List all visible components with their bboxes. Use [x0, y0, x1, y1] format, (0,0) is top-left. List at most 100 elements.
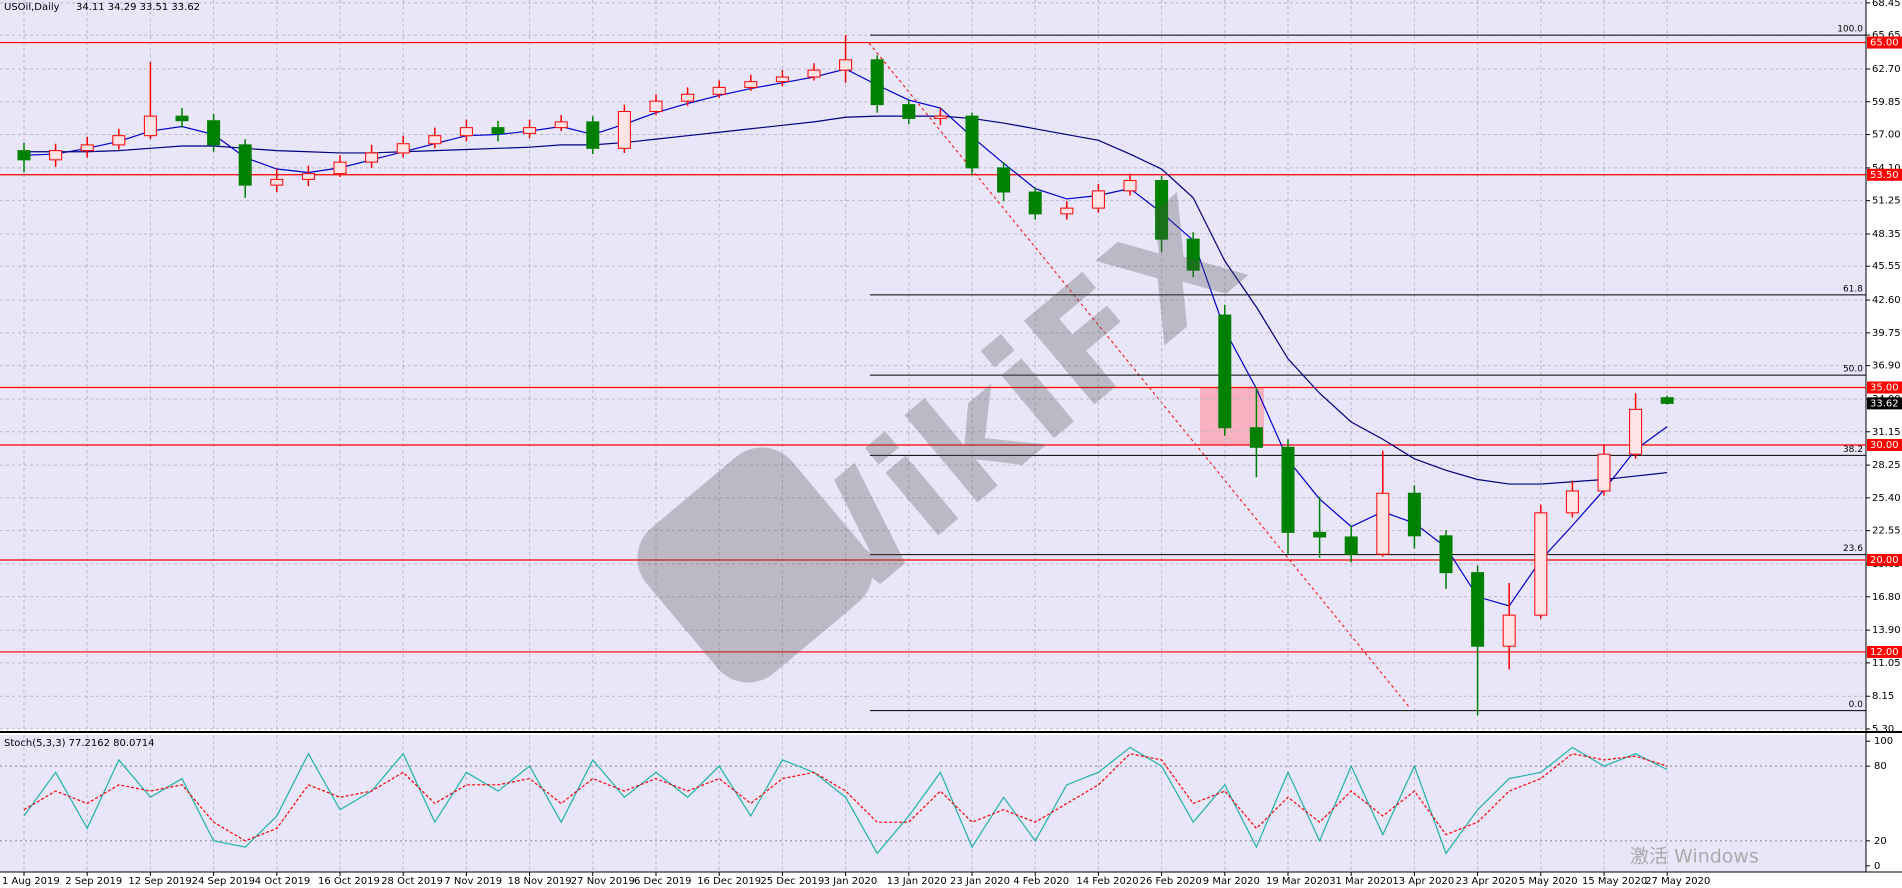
y-tick-label: 31.15	[1872, 427, 1901, 438]
candle-body	[333, 161, 347, 175]
candle-body	[997, 167, 1011, 193]
candle-body	[459, 127, 473, 137]
level-tag	[1867, 553, 1902, 566]
candle-body	[1565, 490, 1579, 514]
x-tick-label: 9 Mar 2020	[1203, 876, 1260, 887]
candle-body	[1534, 512, 1548, 616]
x-tick-label: 5 May 2020	[1519, 876, 1578, 887]
fib-label: 0.0	[1849, 700, 1864, 710]
candle-body	[1155, 180, 1169, 240]
chart-subtitle: 34.11 34.29 33.51 33.62	[76, 2, 200, 13]
x-tick-label: 18 Nov 2019	[508, 876, 572, 887]
last-price-label: 33.62	[1870, 398, 1899, 409]
x-tick-label: 16 Oct 2019	[318, 876, 380, 887]
fib-label: 23.6	[1843, 544, 1863, 554]
candle-body	[1629, 408, 1643, 455]
y-tick-label: 25.40	[1872, 493, 1901, 504]
stoch-title: Stoch(5,3,3) 77.2162 80.0714	[4, 738, 155, 749]
y-tick-label: 57.00	[1872, 130, 1901, 141]
y-tick-label: 5.30	[1872, 724, 1894, 735]
y-tick-label: 13.90	[1872, 625, 1901, 636]
level-label: 12.00	[1870, 647, 1899, 658]
y-tick-label: 8.15	[1872, 691, 1894, 702]
x-tick-label: 19 Mar 2020	[1266, 876, 1329, 887]
candle-body	[902, 104, 916, 119]
candle-body	[807, 69, 821, 78]
candle-body	[80, 144, 94, 152]
y-tick-label: 28.25	[1872, 460, 1901, 471]
y-tick-label: 62.70	[1872, 64, 1901, 75]
x-tick-label: 14 Feb 2020	[1076, 876, 1138, 887]
x-tick-label: 13 Apr 2020	[1392, 876, 1454, 887]
candle-body	[17, 150, 31, 161]
y-tick-label: 20	[1874, 836, 1887, 847]
y-tick-label: 45.55	[1872, 261, 1901, 272]
y-tick-label: 51.25	[1872, 196, 1901, 207]
candle-body	[396, 143, 410, 154]
candle-body	[1186, 238, 1200, 271]
candle-body	[1249, 427, 1263, 448]
level-label: 20.00	[1870, 555, 1899, 566]
stoch-line	[23, 746, 1668, 855]
x-tick-label: 4 Oct 2019	[255, 876, 310, 887]
candle-body	[775, 76, 789, 83]
level-label: 65.00	[1870, 38, 1899, 49]
watermark-logo	[637, 447, 873, 683]
x-tick-label: 24 Sep 2019	[192, 876, 255, 887]
fib-label: 61.8	[1843, 284, 1863, 294]
chart-title: USOil,Daily	[4, 2, 60, 13]
candle-body	[744, 81, 758, 88]
candle-body	[1376, 492, 1390, 555]
x-tick-label: 13 Jan 2020	[887, 876, 947, 887]
x-tick-label: 31 Mar 2020	[1329, 876, 1392, 887]
stoch-line	[23, 753, 1668, 842]
candle-body	[301, 173, 315, 180]
candle-body	[933, 115, 947, 119]
last-price-tag	[1867, 397, 1902, 410]
candle-body	[270, 178, 284, 186]
candle-body	[1344, 536, 1358, 555]
candle-body	[712, 86, 726, 95]
y-tick-label: 59.85	[1872, 97, 1901, 108]
x-tick-label: 7 Nov 2019	[444, 876, 502, 887]
y-tick-label: 48.35	[1872, 229, 1901, 240]
candle-body	[681, 93, 695, 102]
candle-body	[617, 111, 631, 149]
candle-body	[491, 127, 505, 134]
y-tick-label: 39.75	[1872, 328, 1901, 339]
x-tick-label: 27 May 2020	[1645, 876, 1710, 887]
level-label: 35.00	[1870, 382, 1899, 393]
y-tick-label: 100	[1874, 736, 1893, 747]
x-tick-label: 28 Oct 2019	[381, 876, 443, 887]
x-tick-label: 3 Jan 2020	[824, 876, 878, 887]
candle-body	[1313, 531, 1327, 538]
x-tick-label: 23 Jan 2020	[950, 876, 1010, 887]
candle-body	[365, 152, 379, 163]
y-tick-label: 65.65	[1872, 30, 1901, 41]
candle-body	[1123, 180, 1137, 192]
level-tag	[1867, 645, 1902, 658]
candle-body	[1281, 446, 1295, 533]
x-tick-label: 16 Dec 2019	[697, 876, 761, 887]
x-tick-label: 26 Feb 2020	[1140, 876, 1202, 887]
fib-label: 38.2	[1843, 445, 1863, 455]
candle-body	[1091, 190, 1105, 209]
candle-body	[1597, 453, 1611, 492]
level-label: 30.00	[1870, 440, 1899, 451]
candle-body	[1471, 572, 1485, 647]
x-tick-label: 4 Feb 2020	[1013, 876, 1069, 887]
level-tag	[1867, 381, 1902, 394]
candle-body	[1439, 535, 1453, 574]
y-tick-label: 36.90	[1872, 361, 1901, 372]
activation-notice: 激活 Windows	[1630, 846, 1759, 868]
candle-body	[523, 127, 537, 134]
candle-body	[1218, 314, 1232, 429]
level-tag	[1867, 168, 1902, 181]
x-tick-label: 2 Sep 2019	[65, 876, 122, 887]
candle-body	[554, 121, 568, 129]
y-tick-label: 54.10	[1872, 163, 1901, 174]
level-tag	[1867, 438, 1902, 451]
x-tick-label: 6 Dec 2019	[634, 876, 692, 887]
y-tick-label: 68.45	[1872, 0, 1901, 9]
